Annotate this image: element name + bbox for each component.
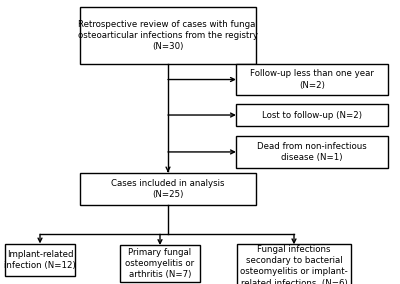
- FancyBboxPatch shape: [236, 136, 388, 168]
- FancyBboxPatch shape: [5, 243, 75, 276]
- FancyBboxPatch shape: [236, 64, 388, 95]
- Text: Retrospective review of cases with fungal
osteoarticular infections from the reg: Retrospective review of cases with funga…: [78, 20, 258, 51]
- Text: Dead from non-infectious
disease (N=1): Dead from non-infectious disease (N=1): [257, 142, 367, 162]
- Text: Lost to follow-up (N=2): Lost to follow-up (N=2): [262, 110, 362, 120]
- FancyBboxPatch shape: [120, 245, 200, 282]
- Text: Implant-related
infection (N=12): Implant-related infection (N=12): [4, 250, 76, 270]
- Text: Follow-up less than one year
(N=2): Follow-up less than one year (N=2): [250, 70, 374, 89]
- FancyBboxPatch shape: [80, 172, 256, 205]
- Text: Primary fungal
osteomyelitis or
arthritis (N=7): Primary fungal osteomyelitis or arthriti…: [126, 248, 194, 279]
- FancyBboxPatch shape: [237, 244, 351, 284]
- Text: Cases included in analysis
(N=25): Cases included in analysis (N=25): [111, 179, 225, 199]
- Text: Fungal infections
secondary to bacterial
osteomyelitis or implant-
related infec: Fungal infections secondary to bacterial…: [240, 245, 348, 284]
- FancyBboxPatch shape: [236, 105, 388, 126]
- FancyBboxPatch shape: [80, 7, 256, 64]
